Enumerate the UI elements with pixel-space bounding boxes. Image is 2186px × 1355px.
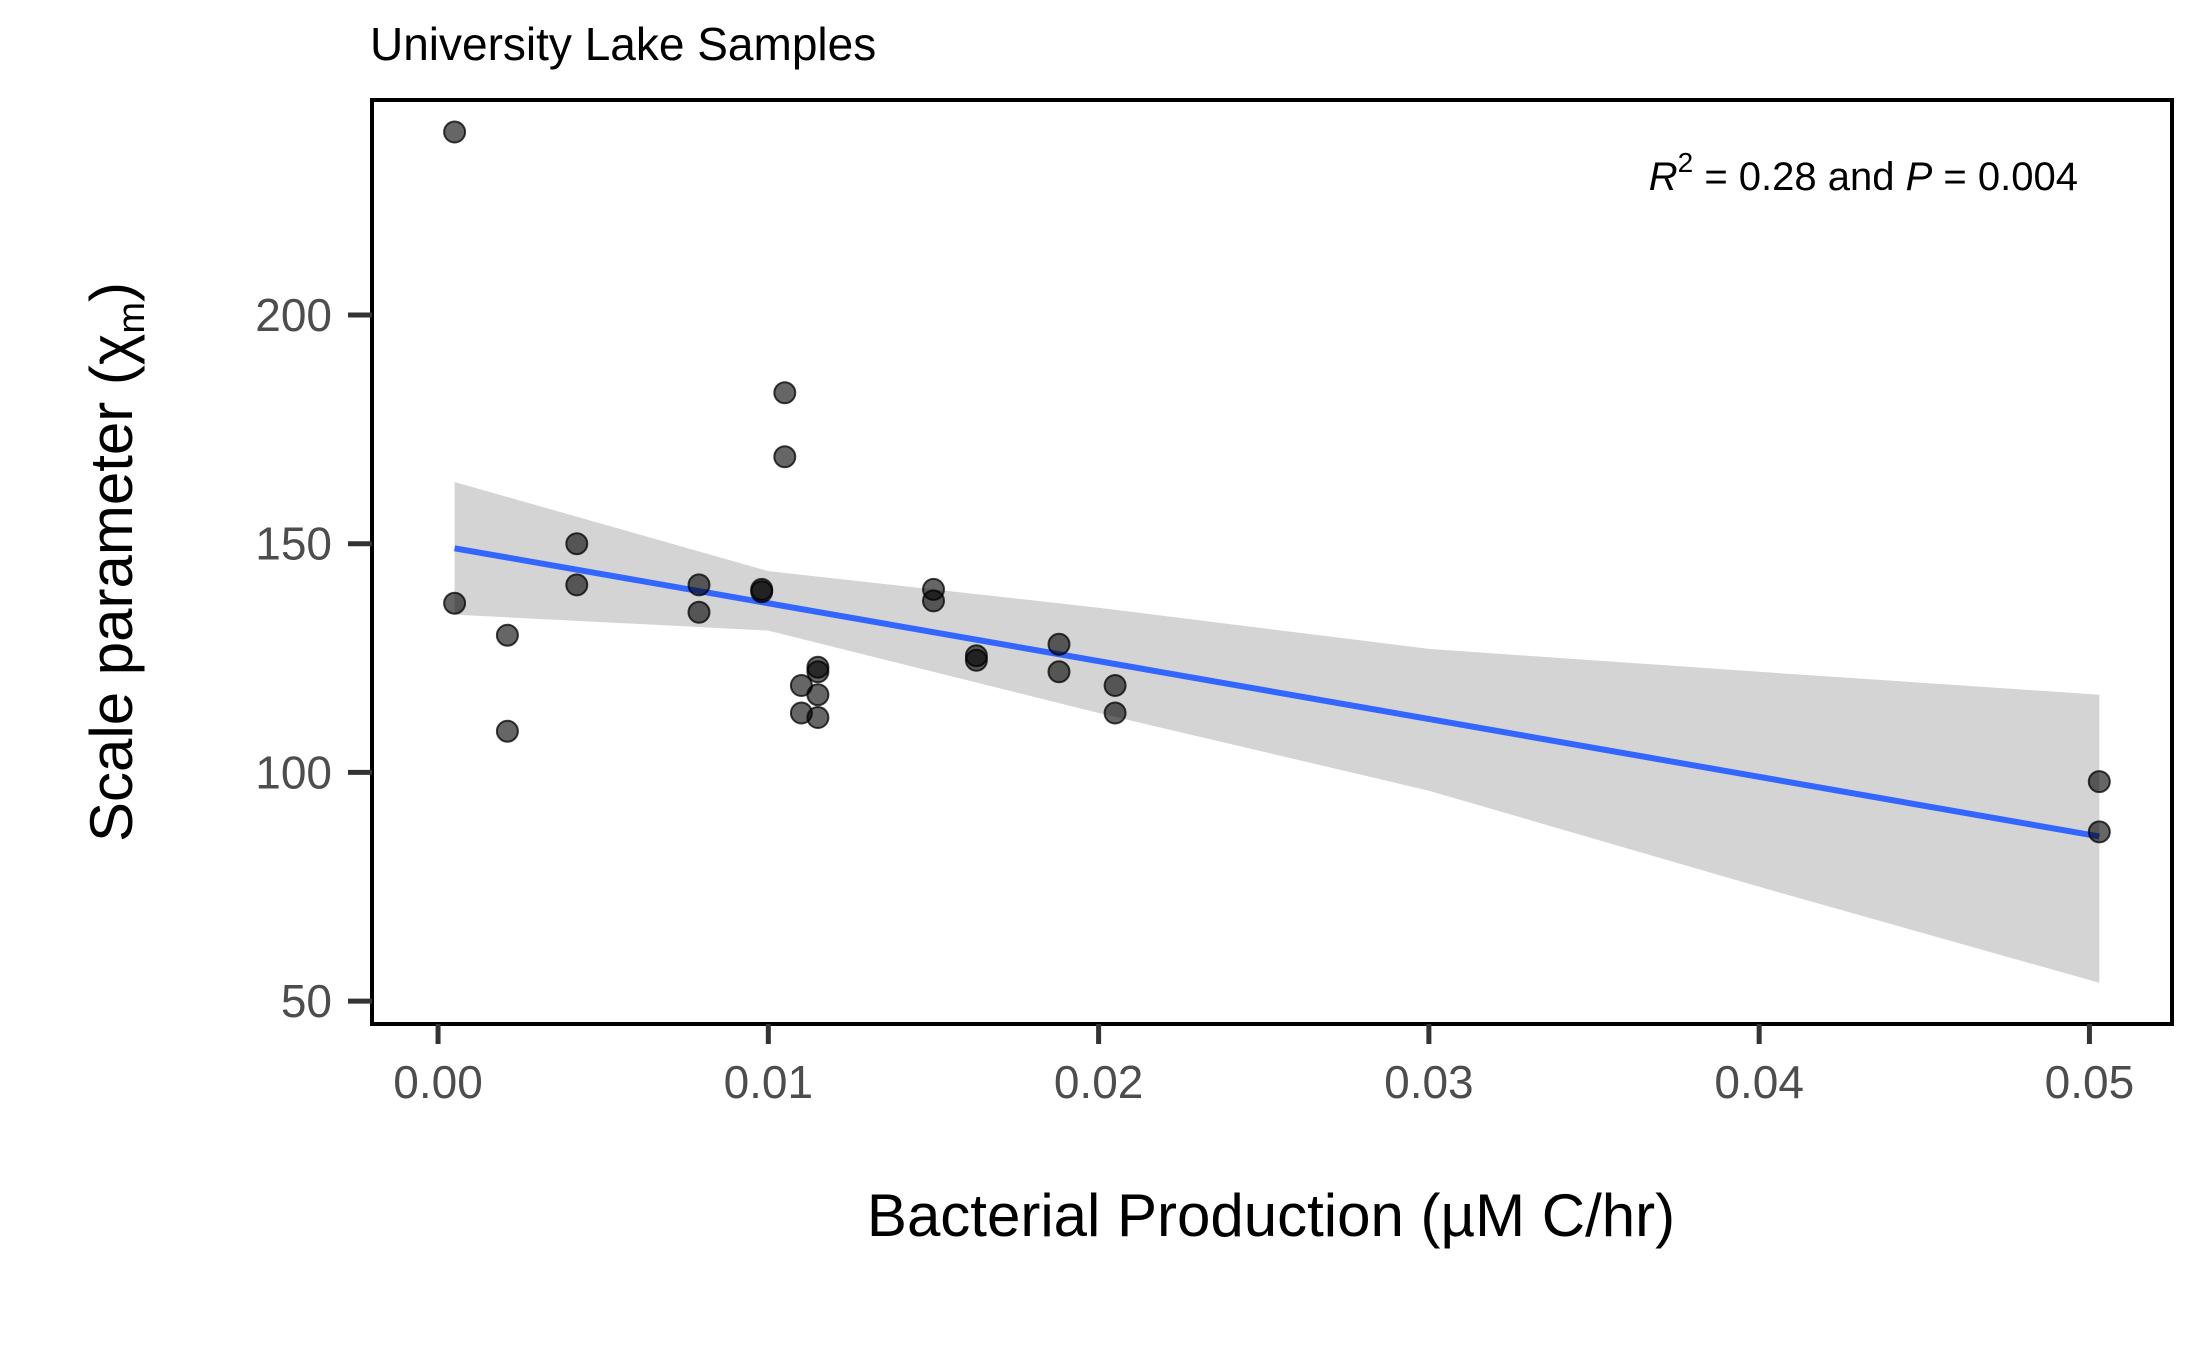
annotation-mid-text: = 0.28 and: [1693, 155, 1905, 199]
data-point: [443, 120, 467, 144]
stats-annotation: R2 = 0.28 and P = 0.004: [1649, 147, 2078, 199]
fit-line-layer: [454, 545, 2100, 840]
data-point: [1047, 660, 1071, 684]
data-point: [2087, 770, 2111, 794]
y-axis-title-main: Scale parameter (χ: [78, 334, 145, 842]
data-point: [1103, 701, 1127, 725]
y-axis-title: Scale parameter (χm): [78, 282, 153, 842]
data-point: [443, 591, 467, 615]
y-axis-title-close: ): [78, 282, 145, 302]
y-tick-label: 200: [255, 289, 332, 341]
data-point: [565, 573, 589, 597]
y-axis: 50 100 150 200: [255, 289, 372, 1027]
y-tick-label: 50: [281, 975, 332, 1027]
r-squared-exponent: 2: [1678, 147, 1694, 178]
confidence-band-layer: [454, 482, 2100, 983]
data-point: [806, 660, 830, 684]
data-point: [495, 623, 519, 647]
data-point: [773, 381, 797, 405]
data-points-layer: [443, 120, 2111, 844]
y-tick-label: 100: [255, 746, 332, 798]
x-tick-label: 0.01: [724, 1056, 814, 1108]
data-point: [1103, 674, 1127, 697]
x-tick-label: 0.02: [1054, 1056, 1144, 1108]
data-point: [806, 683, 830, 707]
data-point: [687, 600, 711, 624]
regression-line: [454, 545, 2100, 840]
data-point: [773, 445, 797, 469]
data-point: [565, 532, 589, 556]
confidence-band: [454, 482, 2100, 983]
y-axis-title-subscript: m: [111, 302, 153, 334]
data-point: [2087, 820, 2111, 844]
data-point: [964, 648, 988, 672]
x-tick-label: 0.00: [393, 1056, 483, 1108]
x-tick-label: 0.04: [1714, 1056, 1804, 1108]
p-value-symbol: P: [1906, 155, 1933, 199]
x-tick-label: 0.03: [1384, 1056, 1474, 1108]
data-point: [922, 589, 945, 613]
y-tick-label: 150: [255, 518, 332, 570]
x-tick-label: 0.05: [2045, 1056, 2135, 1108]
data-point: [1047, 632, 1071, 656]
data-point: [687, 573, 711, 597]
x-axis-title: Bacterial Production (µM C/hr): [867, 1182, 1675, 1249]
plot-frame: [370, 98, 2174, 1026]
x-axis: 0.00 0.01 0.02 0.03 0.04 0.05: [393, 1024, 2134, 1108]
data-point: [495, 719, 519, 743]
data-point: [750, 580, 774, 604]
annotation-end-text: = 0.004: [1932, 155, 2078, 199]
chart-title: University Lake Samples: [370, 18, 876, 70]
data-point: [806, 706, 830, 729]
r-squared-symbol: R: [1649, 155, 1678, 199]
